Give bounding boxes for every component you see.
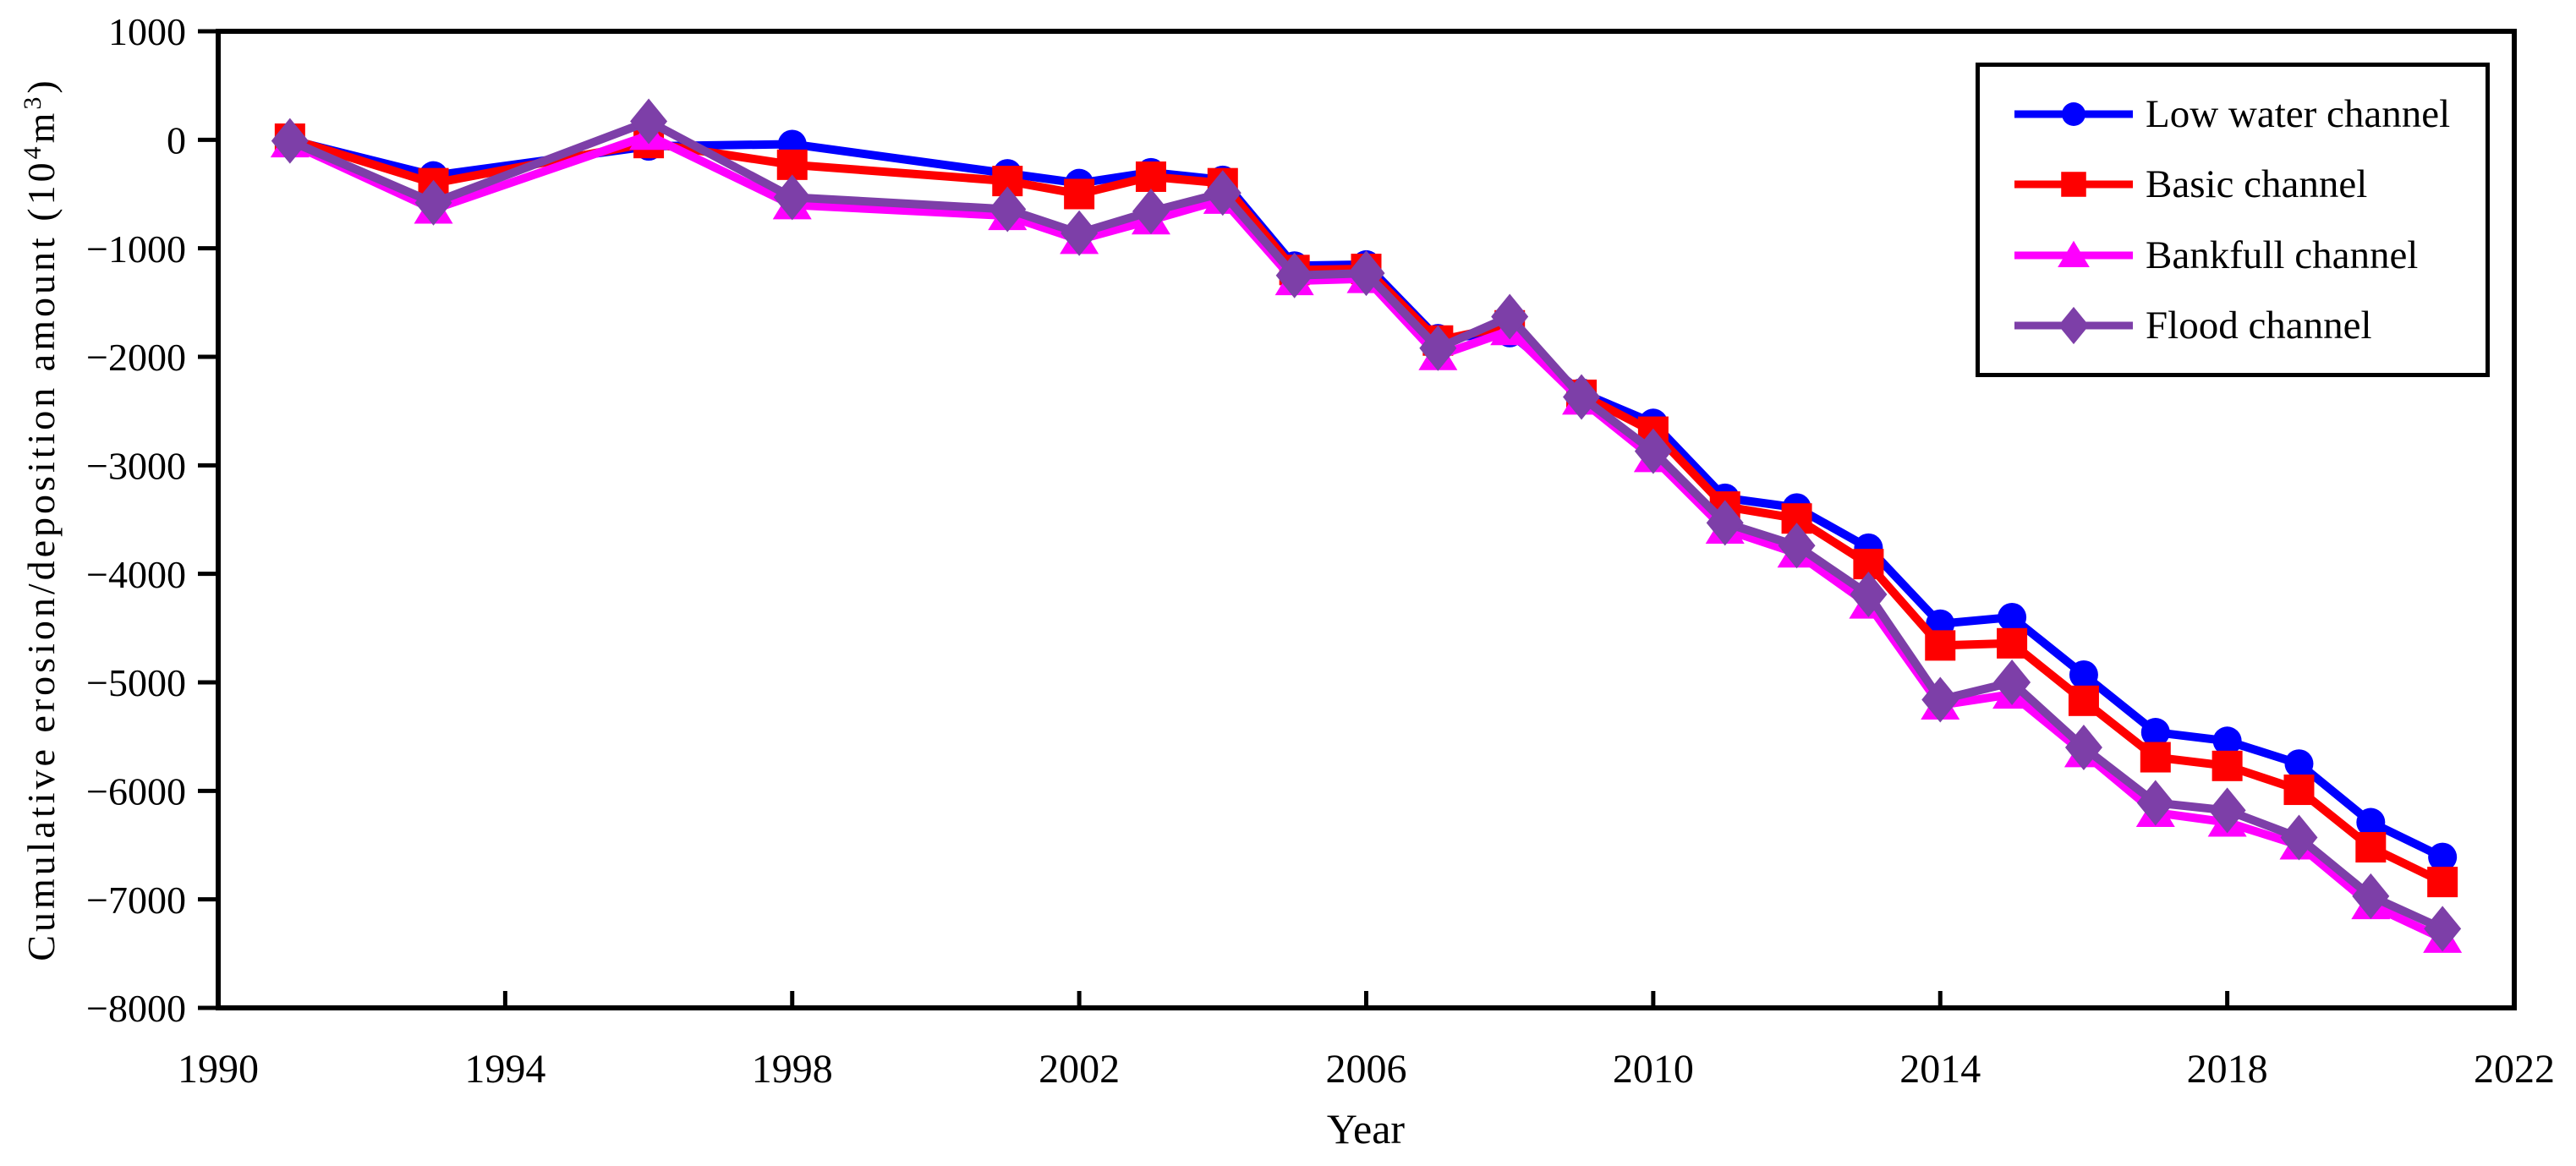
square-marker-icon — [2212, 750, 2243, 781]
y-axis-title-close: ) — [19, 77, 63, 93]
x-tick-label: 2018 — [2187, 1047, 2268, 1092]
diamond-marker-icon — [1778, 523, 1816, 569]
square-marker-icon — [1064, 178, 1095, 210]
diamond-marker-icon — [1061, 210, 1099, 256]
diamond-marker-icon — [1491, 293, 1529, 340]
diamond-marker-icon — [1132, 189, 1170, 235]
y-tick-label: −1000 — [86, 227, 186, 271]
circle-marker-icon — [2069, 660, 2098, 690]
y-tick-label: −7000 — [86, 879, 186, 922]
triangle-marker-icon — [2014, 240, 2133, 267]
y-axis-title-sup3: 3 — [19, 94, 47, 110]
square-marker-icon — [1997, 627, 2028, 659]
legend-item-bankfull-channel: Bankfull channel — [2010, 230, 2477, 281]
y-tick-label: 0 — [167, 118, 186, 161]
diamond-marker-icon — [630, 98, 668, 145]
diamond-marker-icon — [1203, 170, 1241, 216]
y-axis-title-text: Cumulative erosion/deposition amount (10 — [19, 159, 63, 961]
legend-item-low-water-channel: Low water channel — [2010, 89, 2477, 140]
legend-label: Flood channel — [2146, 304, 2372, 348]
y-tick-label: −6000 — [86, 769, 186, 813]
legend-item-flood-channel: Flood channel — [2010, 300, 2477, 351]
diamond-marker-icon — [1634, 428, 1672, 474]
diamond-marker-icon — [1275, 252, 1313, 298]
diamond-marker-icon — [1347, 250, 1385, 297]
diamond-marker-icon — [2424, 906, 2462, 952]
diamond-marker-icon — [773, 174, 811, 221]
circle-marker-icon — [2140, 718, 2170, 747]
square-marker-icon — [2427, 867, 2458, 898]
y-tick-label: −8000 — [86, 987, 186, 1030]
y-axis-title-sup4: 4 — [19, 143, 47, 159]
circle-marker-icon — [2428, 842, 2458, 872]
legend: Low water channel Basic channel Bankfull… — [1976, 63, 2490, 377]
x-tick-label: 2006 — [1326, 1047, 1407, 1092]
y-tick-label: −5000 — [86, 661, 186, 704]
y-axis-title: Cumulative erosion/deposition amount (10… — [19, 77, 63, 961]
diamond-marker-icon — [271, 118, 309, 164]
diamond-marker-icon — [1706, 500, 1744, 546]
circle-marker-icon — [2212, 726, 2242, 756]
square-marker-icon — [2140, 742, 2171, 773]
square-marker-icon — [2283, 775, 2315, 806]
x-tick-label: 1990 — [178, 1047, 259, 1092]
triangle-marker-icon — [2058, 240, 2090, 267]
diamond-marker-icon — [2136, 780, 2174, 826]
y-axis-title-m: m — [19, 110, 63, 144]
x-tick-label: 1998 — [752, 1047, 833, 1092]
diamond-marker-icon — [1993, 660, 2031, 705]
x-axis-title: Year — [1327, 1105, 1405, 1152]
diamond-marker-icon — [1419, 325, 1457, 371]
diamond-marker-icon — [414, 179, 452, 226]
series-flood-channel — [271, 98, 2462, 952]
circle-marker-icon — [2014, 101, 2133, 126]
circle-marker-icon — [2284, 749, 2314, 779]
diamond-marker-icon — [2014, 307, 2133, 345]
square-marker-icon — [1135, 161, 1166, 192]
plot-border — [216, 29, 2517, 1010]
square-marker-icon — [1925, 630, 1956, 661]
diamond-marker-icon — [2280, 814, 2318, 861]
square-marker-icon — [2014, 172, 2133, 198]
circle-marker-icon — [1998, 603, 2027, 632]
legend-label: Low water channel — [2146, 91, 2451, 136]
x-tick-label: 2010 — [1613, 1047, 1694, 1092]
square-marker-icon — [2061, 172, 2086, 198]
diamond-marker-icon — [2208, 787, 2246, 834]
x-tick-label: 2002 — [1039, 1047, 1120, 1092]
y-tick-label: −2000 — [86, 336, 186, 379]
circle-marker-icon — [2062, 101, 2085, 126]
square-marker-icon — [2355, 832, 2387, 863]
diamond-marker-icon — [1850, 572, 1888, 618]
diamond-marker-icon — [2064, 725, 2102, 770]
y-tick-label: −3000 — [86, 444, 186, 487]
legend-item-basic-channel: Basic channel — [2010, 159, 2477, 210]
diamond-marker-icon — [989, 186, 1027, 233]
legend-label: Basic channel — [2146, 162, 2368, 207]
legend-label: Bankfull channel — [2146, 233, 2419, 277]
plot-area: 1000 0 −1000 −2000 −3000 −4000 −5000 −6000 −7000… — [86, 10, 2555, 1092]
diamond-marker-icon — [2352, 873, 2390, 919]
x-tick-label: 2014 — [1899, 1047, 1981, 1092]
circle-marker-icon — [2356, 807, 2386, 837]
diamond-marker-icon — [2058, 307, 2090, 345]
y-tick-label: −4000 — [86, 553, 186, 596]
x-tick-label: 2022 — [2474, 1047, 2555, 1092]
diamond-marker-icon — [1921, 676, 1959, 723]
y-tick-label: 1000 — [108, 10, 186, 53]
x-tick-label: 1994 — [464, 1047, 545, 1092]
square-marker-icon — [2068, 685, 2099, 716]
diamond-marker-icon — [1563, 374, 1601, 420]
